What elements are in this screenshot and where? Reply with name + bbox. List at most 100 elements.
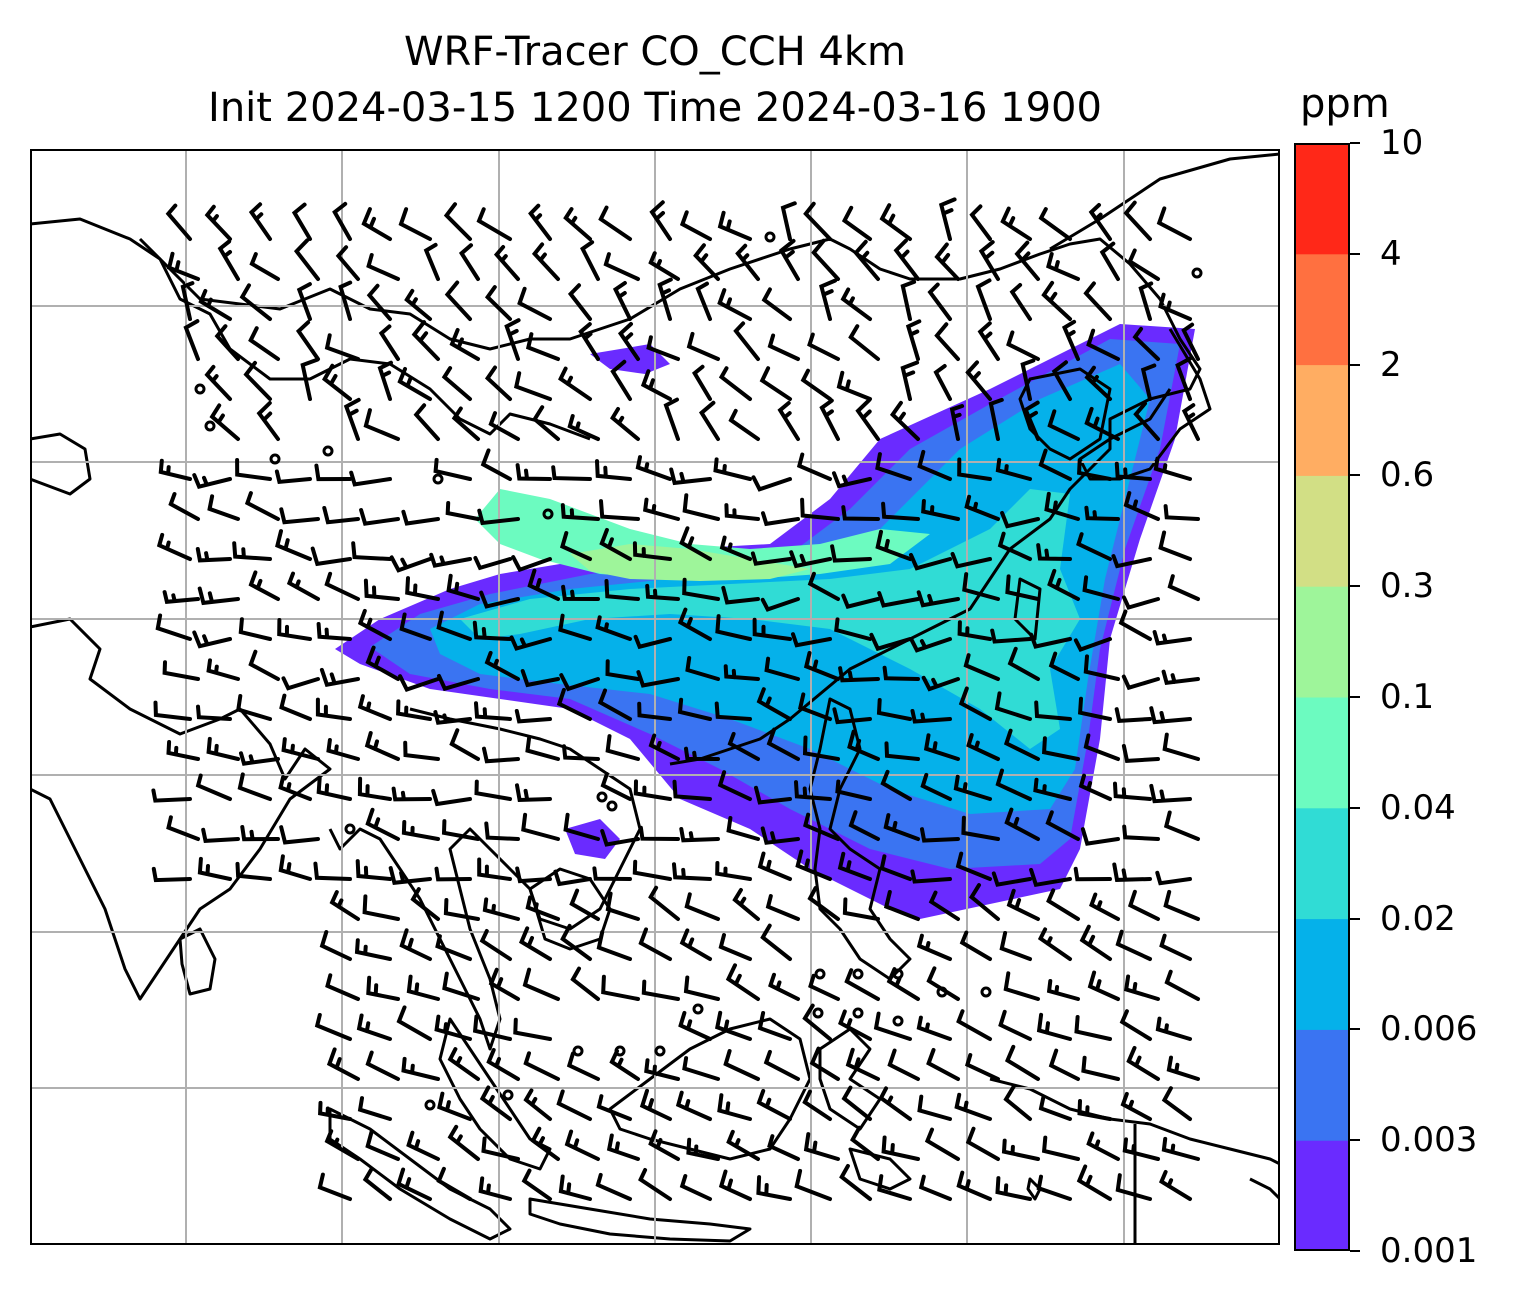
wind-barb: [434, 866, 472, 882]
wind-barb: [644, 1058, 680, 1081]
wind-barb: [595, 615, 632, 641]
wind-barb: [633, 634, 672, 650]
colorbar-tick: [1350, 252, 1360, 255]
wind-barb: [365, 1050, 400, 1081]
wind-barb: [528, 203, 552, 241]
wind-barb: [679, 210, 712, 241]
plume-level-0.1: [570, 544, 810, 581]
wind-barb: [1114, 707, 1152, 724]
wind-barb: [963, 653, 1000, 681]
wind-barb: [1121, 744, 1160, 764]
wind-barb: [355, 859, 392, 881]
coast-sulawesi: [818, 1027, 882, 1131]
wind-barb: [561, 584, 600, 601]
wind-barb: [166, 251, 200, 281]
wind-barb: [721, 585, 760, 605]
wind-barb: [232, 541, 272, 561]
wind-barb: [842, 897, 880, 921]
wind-barb: [551, 465, 592, 481]
wind-barb: [685, 656, 720, 681]
wind-barb: [517, 286, 552, 321]
wind-barb: [726, 1129, 760, 1161]
wind-barb: [300, 357, 320, 401]
wind-barb: [1123, 491, 1160, 521]
wind-barb: [563, 812, 600, 841]
wind-barb: [558, 613, 592, 641]
wind-barb: [1046, 888, 1080, 921]
wind-barb: [760, 826, 800, 845]
wind-barb: [362, 894, 400, 921]
wind-barb: [876, 698, 912, 721]
colorbar-segment: [1294, 253, 1350, 366]
wind-barb: [197, 856, 232, 881]
coast-borneo: [608, 1017, 812, 1161]
wind-barb: [1122, 1137, 1160, 1161]
wind-barb: [757, 851, 792, 881]
wind-barb: [1037, 927, 1072, 961]
calm-wind-marker: [502, 1089, 514, 1101]
wind-barb: [926, 1048, 960, 1081]
wind-barb: [472, 1014, 512, 1041]
wind-barb: [238, 617, 272, 641]
wind-barb: [314, 463, 352, 482]
wind-barb: [682, 493, 720, 521]
wind-barb: [1166, 1055, 1200, 1081]
wind-barb: [559, 673, 600, 692]
wind-barb: [488, 967, 520, 1001]
wind-barb: [1084, 406, 1120, 441]
wind-barb: [965, 360, 992, 401]
wind-barb: [834, 617, 872, 641]
wind-barb: [1133, 401, 1160, 441]
wind-barb: [677, 697, 712, 721]
wind-barb: [953, 774, 992, 801]
wind-barb: [296, 282, 312, 321]
calm-wind-marker: [204, 420, 216, 432]
wind-barb: [750, 551, 792, 566]
wind-barb: [838, 666, 880, 683]
wind-barb: [180, 281, 195, 321]
wind-barb: [875, 452, 912, 481]
wind-barb: [1138, 281, 1154, 321]
wind-barb: [606, 1133, 640, 1161]
wind-barb: [324, 571, 360, 601]
wind-barb: [718, 1169, 752, 1201]
wind-barb: [486, 1048, 520, 1081]
wind-barb: [204, 364, 232, 401]
calm-wind-marker: [424, 1099, 436, 1111]
wind-barb: [995, 457, 1032, 481]
wind-barb: [365, 645, 400, 681]
wind-barb: [153, 700, 192, 721]
wind-barb: [1045, 810, 1080, 841]
wind-barb: [995, 1176, 1032, 1201]
wind-barb: [638, 1168, 672, 1201]
wind-barb: [1036, 1174, 1072, 1201]
wind-barb: [991, 871, 1032, 887]
wind-barb: [474, 701, 512, 721]
wind-barb: [988, 397, 1004, 441]
wind-barb: [558, 366, 592, 401]
wind-barb: [635, 455, 672, 481]
wind-barb: [646, 335, 680, 361]
wind-barb: [525, 895, 560, 921]
wind-barb: [165, 203, 192, 241]
wind-barb: [1115, 1173, 1152, 1201]
wind-barb: [209, 403, 240, 441]
wind-barb: [326, 738, 360, 761]
wind-barb: [335, 245, 360, 281]
wind-barb: [563, 207, 592, 241]
wind-barb: [354, 938, 392, 961]
wind-barb: [1132, 326, 1160, 361]
wind-barb: [1083, 281, 1112, 321]
wind-barb: [1036, 543, 1072, 561]
calm-wind-marker: [814, 968, 826, 980]
coast-newguinea: [989, 1077, 1280, 1245]
wind-barb: [474, 779, 512, 801]
wind-barb: [1048, 1048, 1080, 1081]
wind-barb: [956, 1009, 992, 1041]
wind-barb: [525, 332, 560, 361]
wind-barb: [295, 320, 320, 361]
wind-barb: [809, 1046, 840, 1081]
wind-barb: [679, 827, 720, 843]
wind-barb: [451, 406, 480, 441]
wind-barb: [1140, 363, 1157, 401]
